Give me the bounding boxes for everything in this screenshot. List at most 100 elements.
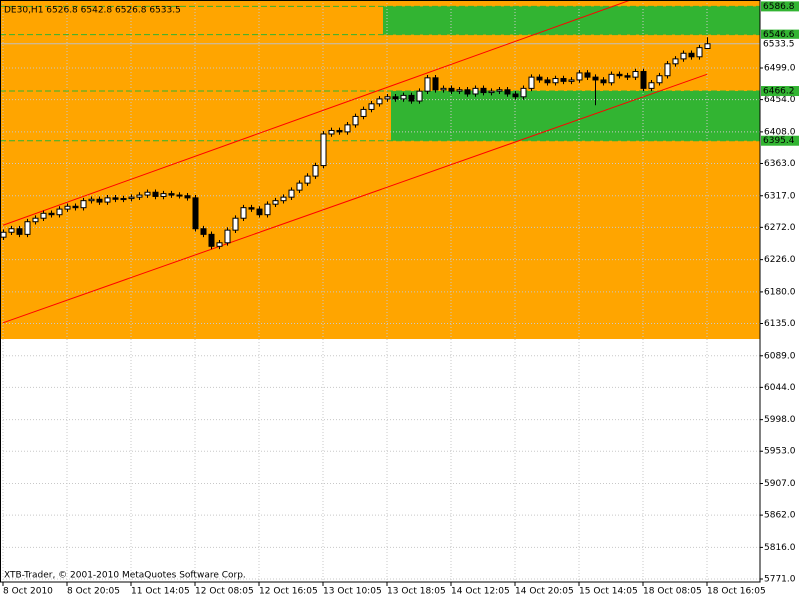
footer: XTB-Trader, © 2001-2010 MetaQuotes Softw… [4, 571, 246, 581]
candle-body [64, 205, 71, 210]
chart-title: DE30,H1 6526.8 6542.8 6526.8 6533.5 [4, 6, 181, 16]
candle-body [520, 87, 527, 98]
candle-body [112, 197, 119, 200]
y-tick-label: 6089.0 [764, 351, 796, 361]
zone-rectangle [0, 0, 760, 340]
candle-body [416, 90, 423, 102]
y-tick-label: 6317.0 [764, 191, 796, 201]
y-tick-label: 5862.0 [764, 511, 796, 521]
candle-body [360, 108, 367, 117]
candle-body [504, 89, 511, 95]
candle-body [560, 78, 567, 82]
candle-body [632, 71, 639, 78]
candle-body [136, 194, 143, 198]
candle-body [480, 87, 487, 94]
candle-body [88, 198, 95, 202]
candle-body [448, 87, 455, 92]
candle-body [408, 94, 415, 102]
plot-area [0, 0, 760, 582]
candle-body [568, 79, 575, 82]
x-tick-label: 11 Oct 14:05 [131, 587, 190, 597]
candle-body [24, 221, 31, 235]
y-tick-label: 6044.0 [764, 383, 796, 393]
trend-line [2, 0, 633, 226]
candle-body [272, 200, 279, 205]
candle-body [576, 72, 583, 81]
x-tick-label: 18 Oct 16:05 [707, 587, 766, 597]
candle-body [592, 76, 599, 81]
candle-body [672, 58, 679, 65]
x-tick-label: 15 Oct 14:05 [579, 587, 638, 597]
level-label-box [761, 38, 799, 49]
candle-body [288, 189, 295, 198]
x-tick-label: 18 Oct 08:05 [643, 587, 702, 597]
candle-body [240, 207, 247, 219]
candle-body [656, 75, 663, 84]
y-tick-label: 6363.0 [764, 159, 796, 169]
candle-body [152, 191, 159, 197]
candle-body [512, 93, 519, 98]
candle-body [200, 228, 207, 235]
level-label-box [761, 86, 799, 97]
y-tick-label: 6226.0 [764, 255, 796, 265]
candle-body [32, 217, 39, 223]
candle-body [48, 212, 55, 216]
candle-body [208, 233, 215, 247]
y-tick-label: 6454.0 [764, 95, 796, 105]
candle-body [328, 129, 335, 135]
candle-body [640, 71, 647, 89]
candle-body [616, 73, 623, 77]
trend-line [2, 73, 708, 324]
candle-body [224, 229, 231, 244]
level-label-box [761, 135, 799, 146]
x-tick-label: 8 Oct 2010 [3, 587, 53, 597]
candle-body [544, 79, 551, 84]
candle-body [80, 200, 87, 209]
y-tick-label: 5998.0 [764, 415, 796, 425]
candle-body [184, 195, 191, 199]
candle-body [160, 193, 167, 197]
x-tick-label: 13 Oct 10:05 [323, 587, 382, 597]
candle-body [176, 194, 183, 197]
candle-body [344, 124, 351, 133]
level-label: 6546.6 [763, 30, 795, 40]
candle-body [488, 90, 495, 94]
candle-body [256, 208, 263, 216]
y-tick-label: 6180.0 [764, 287, 796, 297]
candle-body [696, 47, 703, 58]
candle-body [336, 129, 343, 133]
plot-frame [0, 0, 761, 583]
candle-body [424, 77, 431, 92]
candle-body [128, 196, 135, 200]
candle-body [624, 75, 631, 78]
x-tick-label: 8 Oct 20:05 [67, 587, 120, 597]
candle-body [392, 96, 399, 100]
candle-body [248, 207, 255, 210]
x-tick-label: 13 Oct 18:05 [387, 587, 446, 597]
candle-body [232, 217, 239, 231]
y-tick-label: 5771.0 [764, 574, 796, 584]
candle-body [600, 79, 607, 84]
y-tick-label: 6408.0 [764, 127, 796, 137]
y-tick-label: 5953.0 [764, 447, 796, 457]
candle-body [456, 89, 463, 92]
candle-body [536, 76, 543, 81]
y-tick-label: 5907.0 [764, 479, 796, 489]
candle-body [584, 72, 591, 78]
y-tick-label: 5816.0 [764, 543, 796, 553]
candle-body [688, 52, 695, 58]
candle-body [8, 228, 15, 233]
level-label-box [761, 29, 799, 40]
candle-body [320, 133, 327, 167]
candle-body [400, 94, 407, 100]
candle-body [384, 96, 391, 100]
candle-body [352, 115, 359, 126]
x-tick-label: 14 Oct 20:05 [515, 587, 574, 597]
x-tick-label: 12 Oct 16:05 [259, 587, 318, 597]
candle-body [368, 103, 375, 110]
level-label: 6586.8 [763, 2, 795, 12]
candle-body [296, 182, 303, 191]
candle-body [280, 196, 287, 202]
